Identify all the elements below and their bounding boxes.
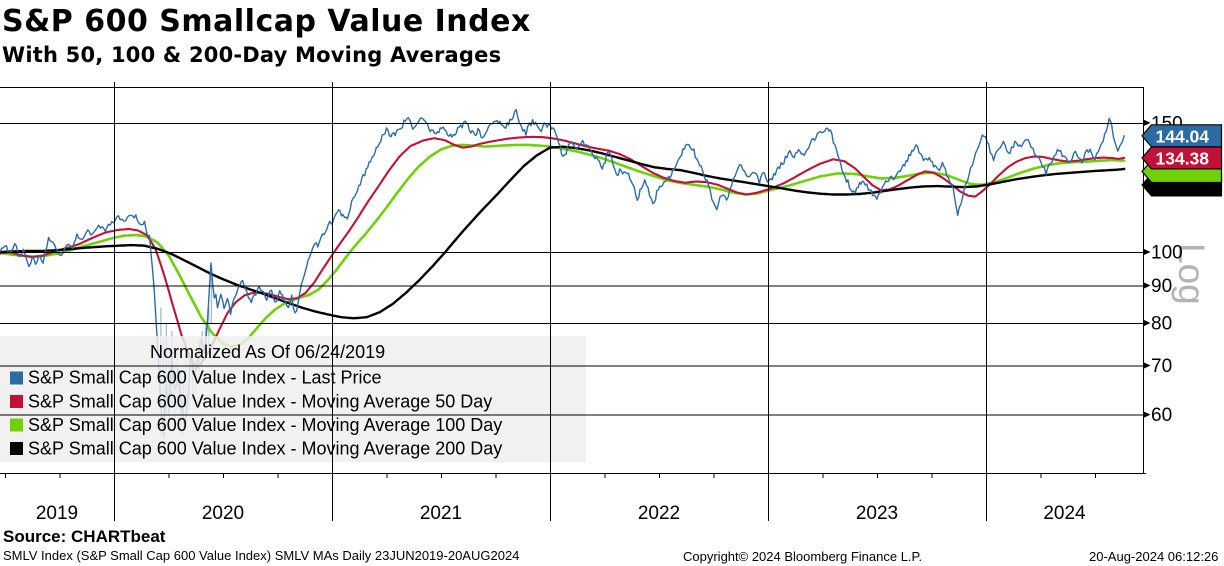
series-line-ma100: [0, 143, 1126, 348]
y-tick-label: 60: [1151, 405, 1172, 426]
timestamp: 20-Aug-2024 06:12:26: [1089, 549, 1219, 564]
price-tag-shape: [1141, 146, 1223, 170]
y-tick-arrow: [1143, 319, 1151, 327]
grid-and-axes: 2019 2020 2021 2022 2023 2024: [0, 82, 1151, 524]
legend-background: [0, 336, 586, 462]
y-tick-arrow: [1143, 119, 1151, 127]
y-tick-label: 70: [1151, 356, 1172, 377]
legend-label-ma200: S&P Small Cap 600 Value Index - Moving A…: [28, 439, 502, 459]
y-tick-label: 80: [1151, 314, 1172, 335]
source-label: Source: CHARTbeat: [3, 527, 166, 546]
y-tick-label: 90: [1151, 276, 1172, 297]
y-tick-arrow: [1143, 362, 1151, 370]
x-tick-label: 2024: [1043, 503, 1086, 524]
legend-label-ma100: S&P Small Cap 600 Value Index - Moving A…: [28, 415, 502, 435]
legend-item-ma200: S&P Small Cap 600 Value Index - Moving A…: [10, 439, 502, 459]
legend-item-last-price: S&P Small Cap 600 Value Index - Last Pri…: [10, 368, 382, 388]
y-tick-arrow: [1143, 282, 1151, 290]
y-tick-arrow: [1143, 248, 1151, 256]
legend-swatch-ma200: [10, 442, 23, 455]
price-tag-shape: [1141, 124, 1223, 148]
y-tick-label: 100: [1151, 243, 1183, 264]
legend-label-last-price: S&P Small Cap 600 Value Index - Last Pri…: [28, 368, 382, 388]
legend-swatch-ma50: [10, 395, 23, 408]
series-line-ma200: [0, 145, 1126, 320]
x-tick-label: 2019: [36, 503, 78, 524]
legend-item-ma50: S&P Small Cap 600 Value Index - Moving A…: [10, 392, 492, 412]
y-tick-arrow: [1143, 411, 1151, 419]
price-tag-value: 134.38: [1156, 148, 1210, 168]
chart-description: SMLV Index (S&P Small Cap 600 Value Inde…: [3, 548, 520, 563]
price-tag-last_price[interactable]: 144.04: [1141, 124, 1223, 148]
price-tag-value: 144.04: [1156, 126, 1210, 146]
price-tag-ma50[interactable]: 134.38: [1141, 146, 1223, 170]
x-tick-label: 2021: [420, 503, 462, 524]
page-title: S&P 600 Smallcap Value Index: [2, 4, 531, 39]
copyright-notice: Copyright© 2024 Bloomberg Finance L.P.: [683, 549, 923, 564]
legend-swatch-ma100: [10, 418, 23, 432]
legend-normalized-note: Normalized As Of 06/24/2019: [150, 342, 385, 362]
x-tick-label: 2022: [638, 503, 680, 524]
x-tick-label: 2023: [856, 503, 898, 524]
page-subtitle: With 50, 100 & 200-Day Moving Averages: [2, 43, 502, 67]
legend-item-ma100: S&P Small Cap 600 Value Index - Moving A…: [10, 415, 502, 435]
chart-legend: Normalized As Of 06/24/2019 S&P Small Ca…: [0, 336, 586, 462]
legend-swatch-last-price: [10, 371, 23, 385]
log-scale-label: Log: [1171, 243, 1212, 305]
x-tick-label: 2020: [202, 503, 244, 524]
legend-label-ma50: S&P Small Cap 600 Value Index - Moving A…: [28, 392, 492, 412]
